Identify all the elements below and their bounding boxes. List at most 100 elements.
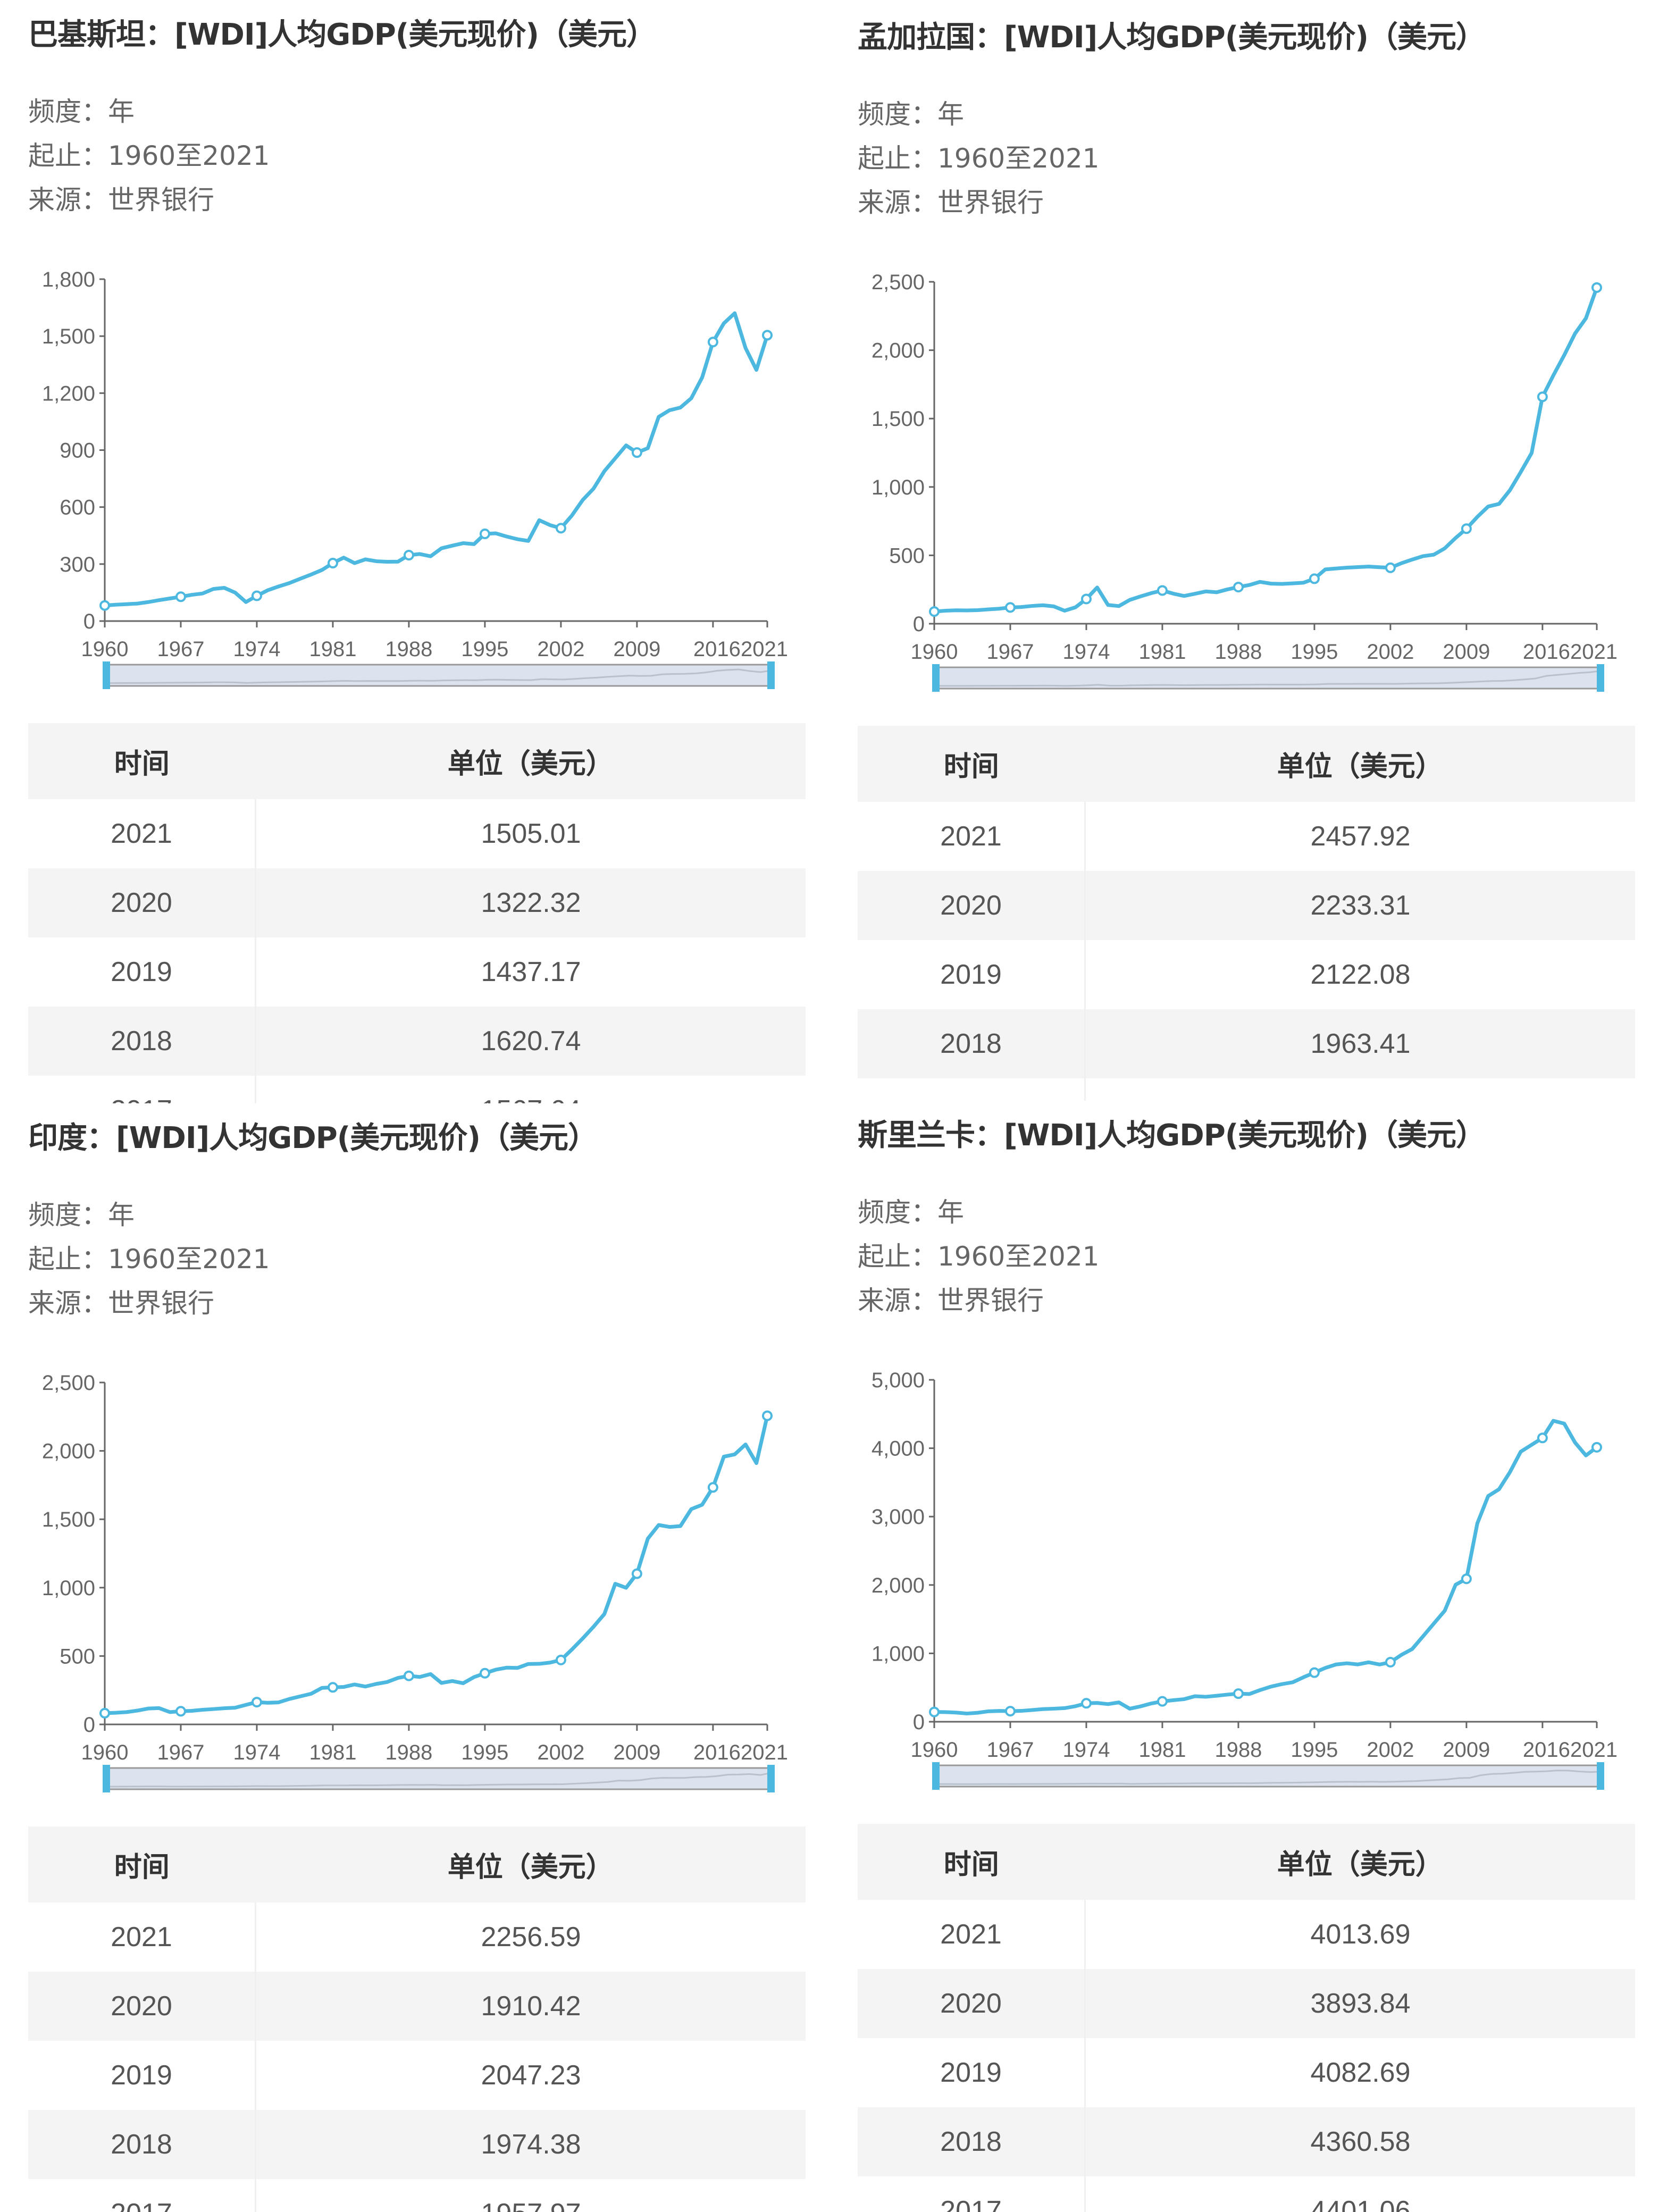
data-point[interactable] [707, 1482, 718, 1493]
x-tick-label: 2009 [613, 638, 660, 661]
x-tick-label: 1995 [1291, 1738, 1338, 1762]
year-cell: 2020 [28, 1972, 256, 2041]
x-tick-label: 2002 [537, 638, 584, 661]
slider-handle-left[interactable] [103, 1765, 110, 1792]
series-line [104, 311, 769, 608]
meta-value: 年 [108, 96, 135, 127]
data-point[interactable] [99, 1707, 110, 1719]
data-point[interactable] [403, 1670, 414, 1681]
column-header: 单位（美元） [255, 723, 806, 799]
data-point[interactable] [1591, 282, 1602, 293]
y-tick-label: 500 [60, 1645, 95, 1668]
data-point[interactable] [762, 1410, 773, 1421]
x-tick-label: 1974 [233, 638, 280, 661]
range-slider[interactable] [932, 1762, 1604, 1790]
data-point[interactable] [762, 330, 773, 341]
data-point[interactable] [929, 1706, 940, 1717]
meta-value: 年 [108, 1200, 135, 1230]
y-tick-label: 2,500 [42, 1371, 95, 1395]
table-row: 2019 2122.08 [858, 940, 1635, 1009]
data-point[interactable] [1080, 1698, 1092, 1709]
slider-handle-left[interactable] [103, 661, 110, 689]
data-point[interactable] [631, 447, 642, 458]
data-point[interactable] [1233, 1688, 1244, 1699]
data-point[interactable] [1537, 391, 1548, 403]
meta-value: 世界银行 [108, 1288, 214, 1319]
data-point[interactable] [327, 558, 338, 569]
data-point[interactable] [1080, 593, 1092, 605]
data-point[interactable] [1461, 523, 1472, 534]
data-point[interactable] [403, 550, 414, 561]
x-tick-label: 1988 [1214, 640, 1262, 664]
data-point[interactable] [1157, 1696, 1168, 1707]
x-tick-label: 2009 [1443, 1738, 1490, 1762]
x-tick-label: 2016 [1523, 1738, 1570, 1762]
year-cell: 2018 [858, 1009, 1086, 1078]
data-point[interactable] [1591, 1442, 1602, 1453]
x-tick-label: 2002 [1367, 640, 1414, 664]
range-slider[interactable] [932, 664, 1604, 692]
slider-handle-left[interactable] [932, 1762, 940, 1790]
value-cell: 2122.08 [1085, 940, 1635, 1009]
data-point[interactable] [251, 590, 262, 601]
year-cell: 2021 [858, 802, 1086, 871]
slider-handle-right[interactable] [1597, 1762, 1604, 1790]
x-tick-label: 2016 [693, 638, 741, 661]
meta-label: 频度： [858, 99, 937, 130]
x-tick-label: 1960 [81, 1741, 129, 1764]
meta-freq: 频度：年 [858, 93, 964, 131]
data-point[interactable] [175, 1706, 186, 1717]
panel-title: 斯里兰卡：[WDI]人均GDP(美元现价)（美元） [858, 1118, 1486, 1153]
indicator-panel: 印度：[WDI]人均GDP(美元现价)（美元） 频度：年 起止：1960至2021 来… [0, 1103, 830, 2212]
data-point[interactable] [327, 1682, 338, 1693]
series-line [934, 1419, 1598, 1716]
data-point[interactable] [1385, 1656, 1396, 1668]
data-point[interactable] [1309, 1667, 1320, 1678]
data-point[interactable] [1233, 582, 1244, 593]
range-slider[interactable] [103, 661, 775, 689]
meta-label: 来源： [28, 1288, 108, 1319]
column-header: 时间 [28, 1826, 256, 1903]
table-row: 2019 2047.23 [28, 2041, 806, 2110]
data-point[interactable] [555, 1654, 566, 1665]
data-point[interactable] [1157, 585, 1168, 596]
slider-handle-left[interactable] [932, 664, 940, 692]
table-row: 2020 2233.31 [858, 871, 1635, 940]
y-tick-label: 500 [889, 544, 925, 567]
column-header: 单位（美元） [1085, 1824, 1635, 1900]
y-tick-label: 1,500 [42, 325, 95, 348]
data-point[interactable] [929, 606, 940, 617]
year-cell: 2020 [858, 871, 1086, 940]
data-point[interactable] [1309, 573, 1320, 584]
data-point[interactable] [1461, 1573, 1472, 1585]
data-point[interactable] [479, 1668, 490, 1679]
indicator-panel: 巴基斯坦：[WDI]人均GDP(美元现价)（美元） 频度：年 起止：1960至202… [0, 0, 830, 1110]
value-cell: 2256.59 [255, 1903, 806, 1972]
range-slider[interactable] [103, 1765, 775, 1792]
data-point[interactable] [631, 1568, 642, 1579]
meta-range: 起止：1960至2021 [28, 135, 270, 173]
y-tick-label: 4,000 [872, 1437, 925, 1461]
slider-handle-right[interactable] [767, 1765, 775, 1792]
slider-handle-right[interactable] [767, 661, 775, 689]
data-point[interactable] [555, 523, 566, 534]
data-point[interactable] [479, 529, 490, 540]
data-point[interactable] [1385, 562, 1396, 573]
x-tick-label: 2002 [1367, 1738, 1414, 1762]
year-cell: 2019 [28, 937, 256, 1007]
data-point[interactable] [251, 1697, 262, 1708]
value-cell: 4360.58 [1085, 2107, 1635, 2176]
data-point[interactable] [175, 591, 186, 602]
data-point[interactable] [1004, 1706, 1016, 1717]
x-tick-label: 1995 [1291, 640, 1338, 664]
data-point[interactable] [1004, 602, 1016, 613]
y-tick-label: 3,000 [872, 1505, 925, 1529]
data-point[interactable] [99, 600, 110, 611]
meta-freq: 频度：年 [858, 1191, 964, 1229]
slider-handle-right[interactable] [1597, 664, 1604, 692]
data-point[interactable] [1537, 1432, 1548, 1444]
table-row: 2018 1963.41 [858, 1009, 1635, 1078]
data-point[interactable] [707, 337, 718, 348]
x-tick-label: 1960 [81, 638, 129, 661]
year-cell: 2018 [28, 2110, 256, 2179]
